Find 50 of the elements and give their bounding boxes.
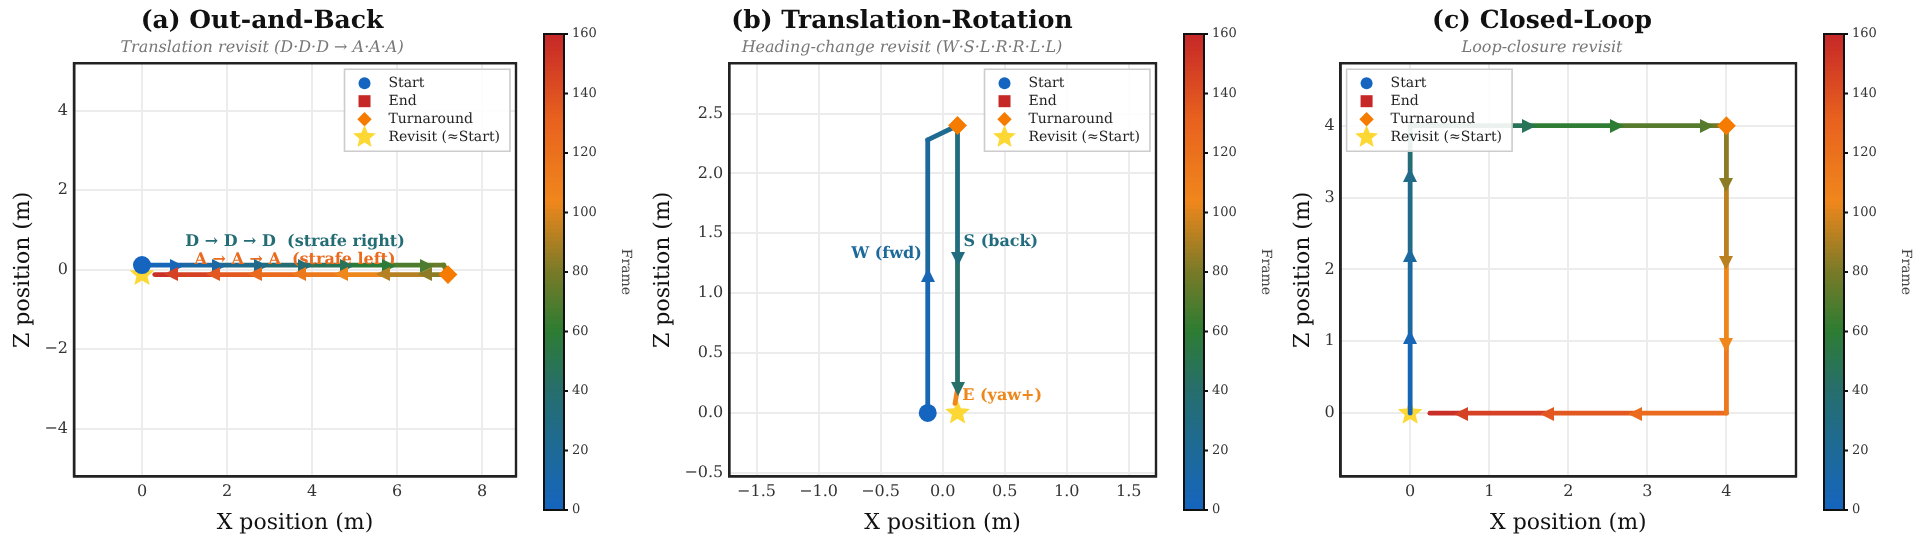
x-tick-label: 0.0 — [929, 482, 956, 501]
x-tick-label: −1.5 — [737, 482, 776, 501]
x-tick-label: 8 — [476, 482, 488, 501]
annotation: W (fwd) — [849, 241, 923, 262]
y-tick-label: 0 — [1324, 403, 1335, 422]
y-axis-title: Z position (m) — [648, 191, 675, 348]
chart-title: (c) Closed-Loop — [1432, 3, 1653, 34]
x-axis-title: X position (m) — [864, 508, 1021, 535]
y-tick-label: 0.5 — [697, 343, 724, 362]
y-tick-label: 4 — [57, 101, 68, 120]
y-tick-label: 1 — [1324, 331, 1335, 350]
chart-subtitle: Loop-closure revisit — [1459, 37, 1625, 56]
x-axis-title: X position (m) — [216, 508, 374, 535]
x-tick-label: 1.0 — [1053, 482, 1080, 501]
x-tick-label: 4 — [306, 482, 318, 501]
y-tick-label: 0 — [57, 259, 68, 278]
x-tick-label: 1 — [1484, 482, 1495, 501]
chart-title: (b) Translation-Rotation — [731, 3, 1073, 34]
x-tick-label: −0.5 — [861, 482, 901, 501]
y-tick-label: 0.0 — [697, 403, 724, 422]
x-tick-label: 6 — [391, 482, 403, 501]
y-tick-label: 2 — [57, 180, 68, 199]
chart-subtitle: Translation revisit (D·D·D → A·A·A) — [120, 37, 404, 56]
x-tick-label: 0.5 — [991, 482, 1018, 501]
y-axis-title: Z position (m) — [8, 191, 35, 348]
annotation: E (yaw+) — [962, 384, 1043, 405]
x-tick-label: 0 — [1405, 482, 1416, 501]
y-tick-label: 1.0 — [697, 283, 724, 302]
annotation: D → D → D (strafe right) — [185, 229, 406, 250]
annotation: S (back) — [963, 229, 1039, 250]
chart-title: (a) Out-and-Back — [140, 3, 384, 34]
y-axis-title: Z position (m) — [1288, 191, 1315, 348]
x-tick-label: 1.5 — [1115, 482, 1142, 501]
y-tick-label: 3 — [1324, 187, 1335, 206]
y-tick-label: −4 — [44, 418, 68, 437]
x-tick-label: −1.0 — [799, 482, 839, 501]
x-tick-label: 2 — [1563, 482, 1574, 501]
x-axis-title: X position (m) — [1489, 508, 1647, 535]
chart-subtitle: Heading-change revisit (W·S·L·R·R·L·L) — [739, 37, 1063, 56]
y-tick-label: 1.5 — [697, 223, 724, 242]
y-tick-label: −0.5 — [684, 462, 724, 481]
x-tick-label: 4 — [1721, 482, 1732, 501]
x-tick-label: 0 — [136, 482, 148, 501]
y-tick-label: 2 — [1324, 259, 1335, 278]
y-tick-label: 2.5 — [697, 103, 724, 122]
y-tick-label: 2.0 — [697, 163, 724, 182]
y-tick-label: −2 — [44, 339, 68, 358]
x-tick-label: 3 — [1642, 482, 1653, 501]
y-tick-label: 4 — [1324, 115, 1335, 134]
x-tick-label: 2 — [221, 482, 233, 501]
